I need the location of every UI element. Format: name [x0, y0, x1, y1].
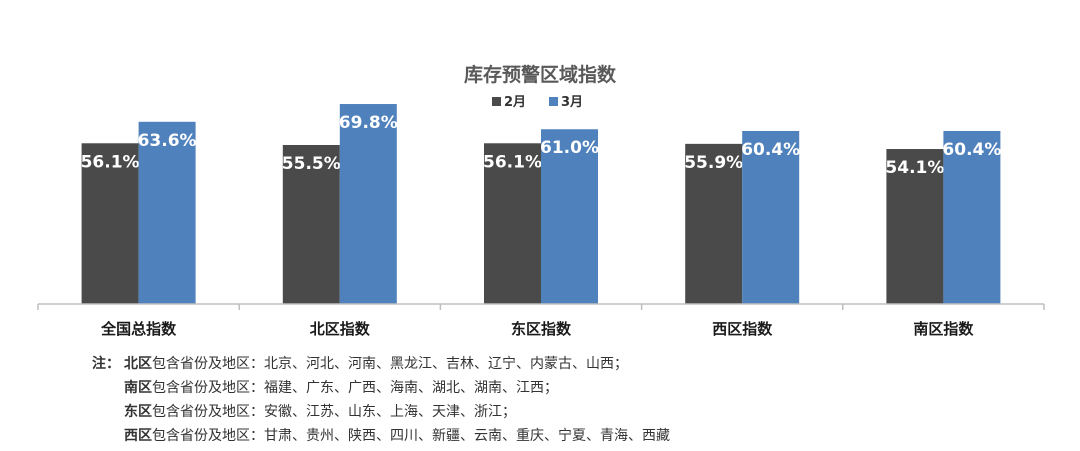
data-label-mar-1: 69.8% [339, 113, 398, 133]
note-line-north: 注： 北区包含省份及地区：北京、河北、河南、黑龙江、吉林、辽宁、内蒙古、山西； [92, 352, 670, 376]
bar-feb-3 [685, 143, 743, 304]
data-label-mar-3: 60.4% [741, 140, 800, 160]
note-text: 包含省份及地区：甘肃、贵州、陕西、四川、新疆、云南、重庆、宁夏、青海、西藏 [152, 428, 670, 444]
legend-label-mar: 3月 [561, 95, 583, 110]
note-line-west: 西区包含省份及地区：甘肃、贵州、陕西、四川、新疆、云南、重庆、宁夏、青海、西藏 [92, 424, 670, 448]
bar-mar-3 [742, 130, 800, 304]
note-line-east: 东区包含省份及地区：安徽、江苏、山东、上海、天津、浙江； [92, 400, 670, 424]
x-axis [37, 303, 1045, 310]
note-region: 东区 [124, 404, 152, 420]
data-label-feb-2: 56.1% [483, 152, 542, 172]
bar-mar-4 [943, 130, 1001, 304]
note-region: 北区 [124, 356, 152, 372]
category-labels: 全国总指数 北区指数 东区指数 西区指数 南区指数 [100, 320, 974, 338]
data-label-feb-0: 56.1% [81, 152, 140, 172]
bar-feb-4 [886, 149, 944, 304]
note-text: 包含省份及地区：安徽、江苏、山东、上海、天津、浙江； [152, 404, 516, 420]
bars: 56.1%63.6%55.5%69.8%56.1%61.0%55.9%60.4%… [81, 104, 1001, 305]
note-text: 包含省份及地区：北京、河北、河南、黑龙江、吉林、辽宁、内蒙古、山西； [152, 356, 628, 372]
bar-feb-0 [81, 143, 139, 304]
bar-mar-2 [541, 129, 598, 304]
bar-mar-1 [339, 104, 397, 304]
category-label: 北区指数 [310, 320, 371, 338]
legend-label-feb: 2月 [504, 95, 526, 110]
chart-title: 库存预警区域指数 [464, 63, 617, 86]
category-label: 全国总指数 [100, 320, 177, 338]
note-prefix: 注： [92, 356, 120, 372]
data-label-mar-2: 61.0% [540, 138, 599, 158]
data-label-mar-0: 63.6% [138, 131, 197, 151]
legend-swatch-feb [492, 97, 501, 106]
bar-feb-2 [484, 143, 541, 304]
data-label-feb-4: 54.1% [885, 158, 944, 178]
note-region: 南区 [124, 380, 152, 396]
note-text: 包含省份及地区：福建、广东、广西、海南、湖北、湖南、江西； [152, 380, 558, 396]
category-label: 西区指数 [712, 320, 773, 338]
notes-block: 注： 北区包含省份及地区：北京、河北、河南、黑龙江、吉林、辽宁、内蒙古、山西； 南… [92, 352, 670, 448]
category-label: 南区指数 [913, 320, 974, 338]
note-line-south: 南区包含省份及地区：福建、广东、广西、海南、湖北、湖南、江西； [92, 376, 670, 400]
data-label-mar-4: 60.4% [942, 140, 1001, 160]
bar-feb-1 [282, 145, 340, 304]
data-label-feb-1: 55.5% [282, 154, 341, 174]
legend: 2月 3月 [492, 95, 583, 110]
data-label-feb-3: 55.9% [684, 153, 743, 173]
bar-mar-0 [138, 121, 196, 305]
category-label: 东区指数 [511, 320, 572, 338]
note-region: 西区 [124, 428, 152, 444]
legend-swatch-mar [549, 97, 558, 106]
